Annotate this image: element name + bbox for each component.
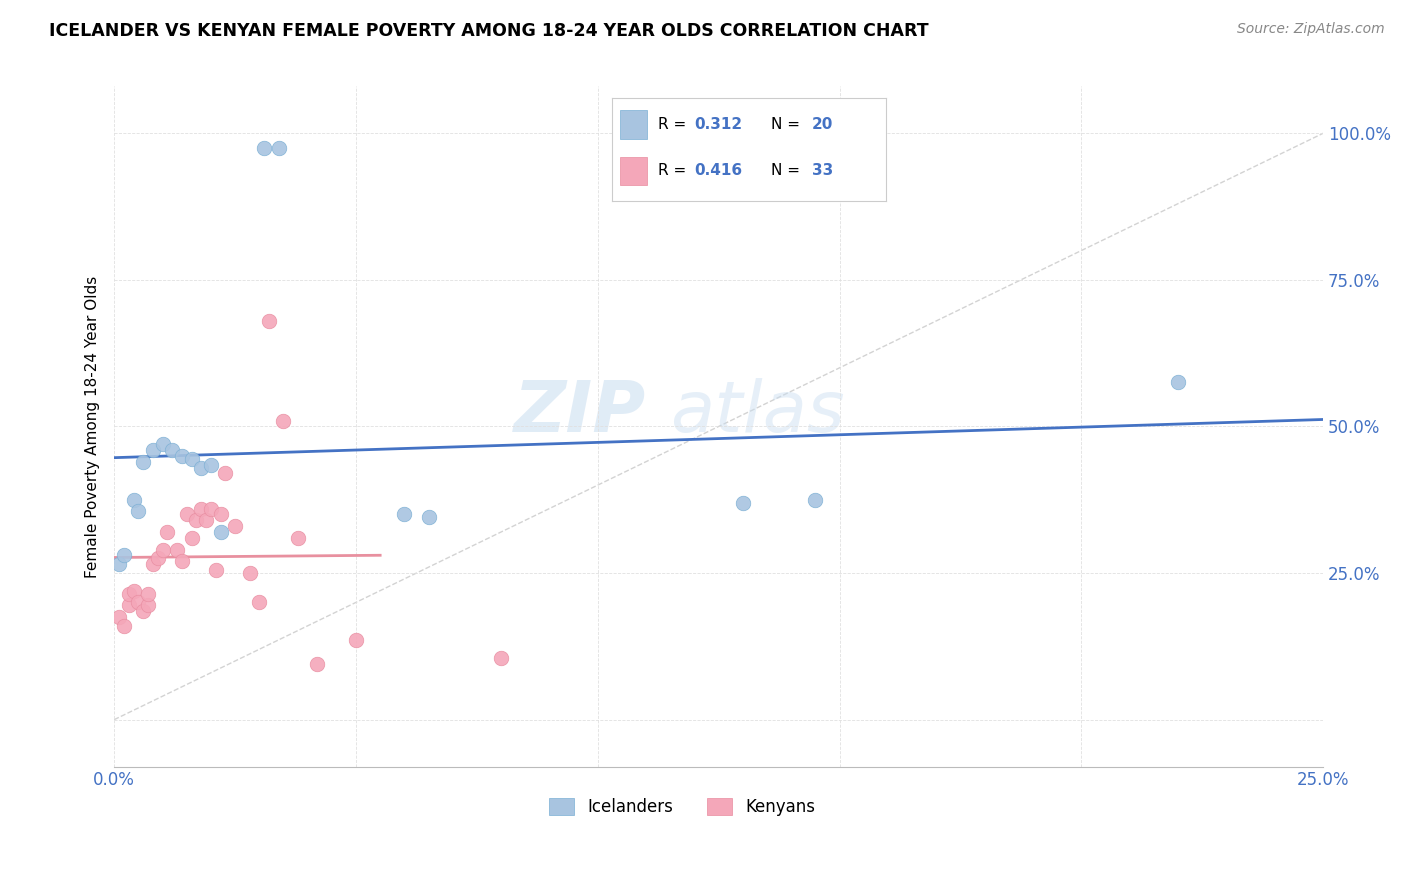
Point: [489, 651, 512, 665]
Text: R =: R =: [658, 117, 692, 132]
Point: [122, 583, 145, 598]
Point: [127, 595, 149, 609]
Point: [136, 599, 159, 613]
Point: [166, 542, 188, 557]
Text: atlas: atlas: [671, 378, 845, 448]
FancyBboxPatch shape: [620, 157, 647, 186]
Point: [136, 586, 159, 600]
Point: [152, 542, 174, 557]
Point: [804, 492, 827, 507]
Point: [307, 657, 329, 671]
Point: [214, 467, 236, 481]
Point: [344, 633, 367, 648]
Point: [108, 558, 131, 572]
Text: 0.416: 0.416: [695, 163, 742, 178]
Point: [190, 460, 212, 475]
Text: R =: R =: [658, 163, 692, 178]
Point: [287, 531, 309, 545]
Point: [239, 566, 262, 580]
Point: [142, 558, 165, 572]
Point: [195, 513, 218, 527]
Point: [253, 141, 276, 155]
Point: [186, 513, 208, 527]
Point: [180, 451, 202, 466]
Point: [122, 492, 145, 507]
Point: [267, 141, 290, 155]
Legend: Icelanders, Kenyans: Icelanders, Kenyans: [543, 791, 823, 822]
Point: [146, 551, 169, 566]
Text: 33: 33: [811, 163, 832, 178]
Text: 0.312: 0.312: [695, 117, 742, 132]
Point: [273, 414, 295, 428]
Point: [108, 610, 131, 624]
Point: [152, 437, 174, 451]
Point: [127, 504, 149, 518]
Point: [200, 458, 222, 472]
Text: ICELANDER VS KENYAN FEMALE POVERTY AMONG 18-24 YEAR OLDS CORRELATION CHART: ICELANDER VS KENYAN FEMALE POVERTY AMONG…: [49, 22, 929, 40]
Point: [170, 449, 193, 463]
Y-axis label: Female Poverty Among 18-24 Year Olds: Female Poverty Among 18-24 Year Olds: [86, 276, 100, 578]
Point: [170, 554, 193, 568]
Point: [731, 496, 754, 510]
Text: Source: ZipAtlas.com: Source: ZipAtlas.com: [1237, 22, 1385, 37]
Text: N =: N =: [770, 163, 804, 178]
Text: ZIP: ZIP: [513, 378, 647, 448]
Point: [224, 519, 246, 533]
Point: [112, 549, 135, 563]
Point: [176, 508, 198, 522]
Point: [118, 586, 141, 600]
Point: [132, 455, 155, 469]
Point: [142, 442, 165, 457]
Point: [190, 501, 212, 516]
Point: [132, 604, 155, 618]
Point: [418, 510, 440, 524]
Point: [160, 442, 183, 457]
Text: N =: N =: [770, 117, 804, 132]
Point: [1167, 376, 1189, 390]
Point: [156, 524, 179, 539]
Point: [257, 314, 280, 328]
Point: [209, 524, 232, 539]
Point: [180, 531, 202, 545]
Point: [209, 508, 232, 522]
Point: [394, 508, 416, 522]
Point: [112, 619, 135, 633]
Point: [247, 595, 270, 609]
Point: [204, 563, 226, 577]
FancyBboxPatch shape: [620, 111, 647, 139]
Point: [118, 599, 141, 613]
Text: 20: 20: [811, 117, 834, 132]
Point: [200, 501, 222, 516]
